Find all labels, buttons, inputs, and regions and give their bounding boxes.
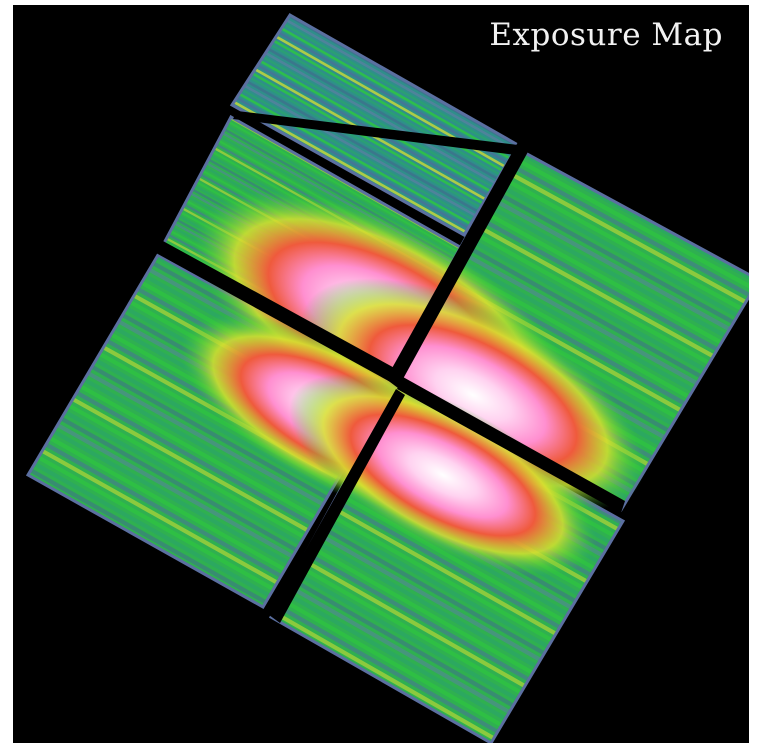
exposure-peak-lower — [289, 374, 597, 576]
exposure-stripe — [491, 188, 735, 325]
exposure-stripe — [483, 201, 727, 338]
exposure-stripe — [278, 31, 509, 164]
exposure-stripe — [267, 47, 499, 180]
exposure-stripe — [286, 584, 511, 714]
exposure-stripe — [60, 416, 298, 552]
exposure-stripe — [468, 228, 711, 365]
exposure-stripe — [246, 80, 479, 213]
exposure-stripe — [322, 518, 550, 649]
exposure-stripe — [249, 76, 482, 209]
exposure-stripe — [79, 384, 317, 520]
exposure-stripe — [457, 249, 699, 386]
map-title: Exposure Map — [489, 17, 723, 53]
chip-gap-top-strip — [233, 111, 518, 155]
exposure-stripe — [48, 436, 286, 572]
exposure-stripe — [262, 55, 494, 189]
exposure-stripe — [90, 365, 328, 500]
exposure-stripe — [251, 72, 484, 205]
exposure-map-image: Exposure Map — [13, 5, 749, 743]
exposure-stripe — [461, 242, 703, 379]
exposure-stripe — [272, 610, 495, 741]
exposure-map-graphic — [25, 12, 749, 743]
exposure-stripe — [283, 23, 514, 156]
exposure-stripe — [56, 423, 294, 559]
exposure-stripe — [280, 27, 511, 160]
chip-outline — [229, 12, 521, 238]
exposure-stripe — [285, 19, 516, 152]
exposure-stripe — [276, 603, 499, 734]
exposure-stripe — [75, 390, 313, 526]
exposure-stripe — [71, 397, 309, 533]
exposure-stripe — [453, 255, 695, 392]
exposure-stripe — [495, 181, 739, 318]
exposure-stripe — [513, 148, 749, 280]
exposure-peak-right — [300, 278, 646, 512]
exposure-stripe — [83, 377, 321, 513]
exposure-stripe — [506, 161, 749, 298]
exposure-stripe — [312, 537, 538, 669]
exposure-stripe — [487, 195, 731, 332]
chip-gap-right-horizontal — [397, 377, 625, 513]
exposure-stripe — [472, 222, 715, 359]
chip-gap-upper-vertical — [386, 142, 529, 388]
exposure-stripe — [264, 51, 496, 185]
exposure-stripe — [29, 468, 267, 605]
exposure-stripe — [275, 35, 506, 168]
exposure-stripe — [279, 597, 503, 728]
exposure-stripe — [498, 174, 743, 311]
exposure-stripe — [283, 590, 507, 721]
exposure-stripe — [235, 96, 469, 230]
exposure-stripe — [480, 208, 723, 345]
exposure-stripe — [304, 551, 530, 682]
exposure-stripe — [464, 235, 707, 372]
exposure-stripe — [333, 498, 561, 630]
exposure-stripe — [52, 429, 290, 565]
exposure-stripe — [294, 570, 519, 701]
exposure-stripe — [308, 544, 534, 675]
exposure-stripe — [37, 455, 275, 592]
exposure-stripe — [476, 215, 719, 352]
exposure-stripe — [64, 410, 302, 546]
exposure-stripe — [330, 505, 557, 636]
exposure-stripe — [67, 403, 306, 539]
exposure-stripe — [502, 168, 747, 305]
exposure-stripe — [297, 564, 523, 695]
exposure-stripe — [45, 442, 283, 578]
exposure-stripe — [315, 531, 542, 662]
exposure-stripe — [510, 154, 749, 289]
exposure-stripe — [233, 100, 467, 234]
exposure-stripe — [326, 511, 554, 643]
exposure-stripe — [227, 120, 466, 257]
exposure-stripe — [87, 371, 325, 507]
exposure-stripe — [243, 84, 477, 217]
chip-gap-left-horizontal — [156, 241, 400, 384]
exposure-stripe — [319, 524, 546, 656]
exposure-stripe — [33, 462, 271, 598]
exposure-stripe — [301, 557, 526, 688]
exposure-stripe — [41, 449, 279, 585]
exposure-stripe — [259, 60, 491, 193]
exposure-stripe — [290, 577, 515, 708]
chip-gap-lower-vertical — [269, 389, 405, 623]
